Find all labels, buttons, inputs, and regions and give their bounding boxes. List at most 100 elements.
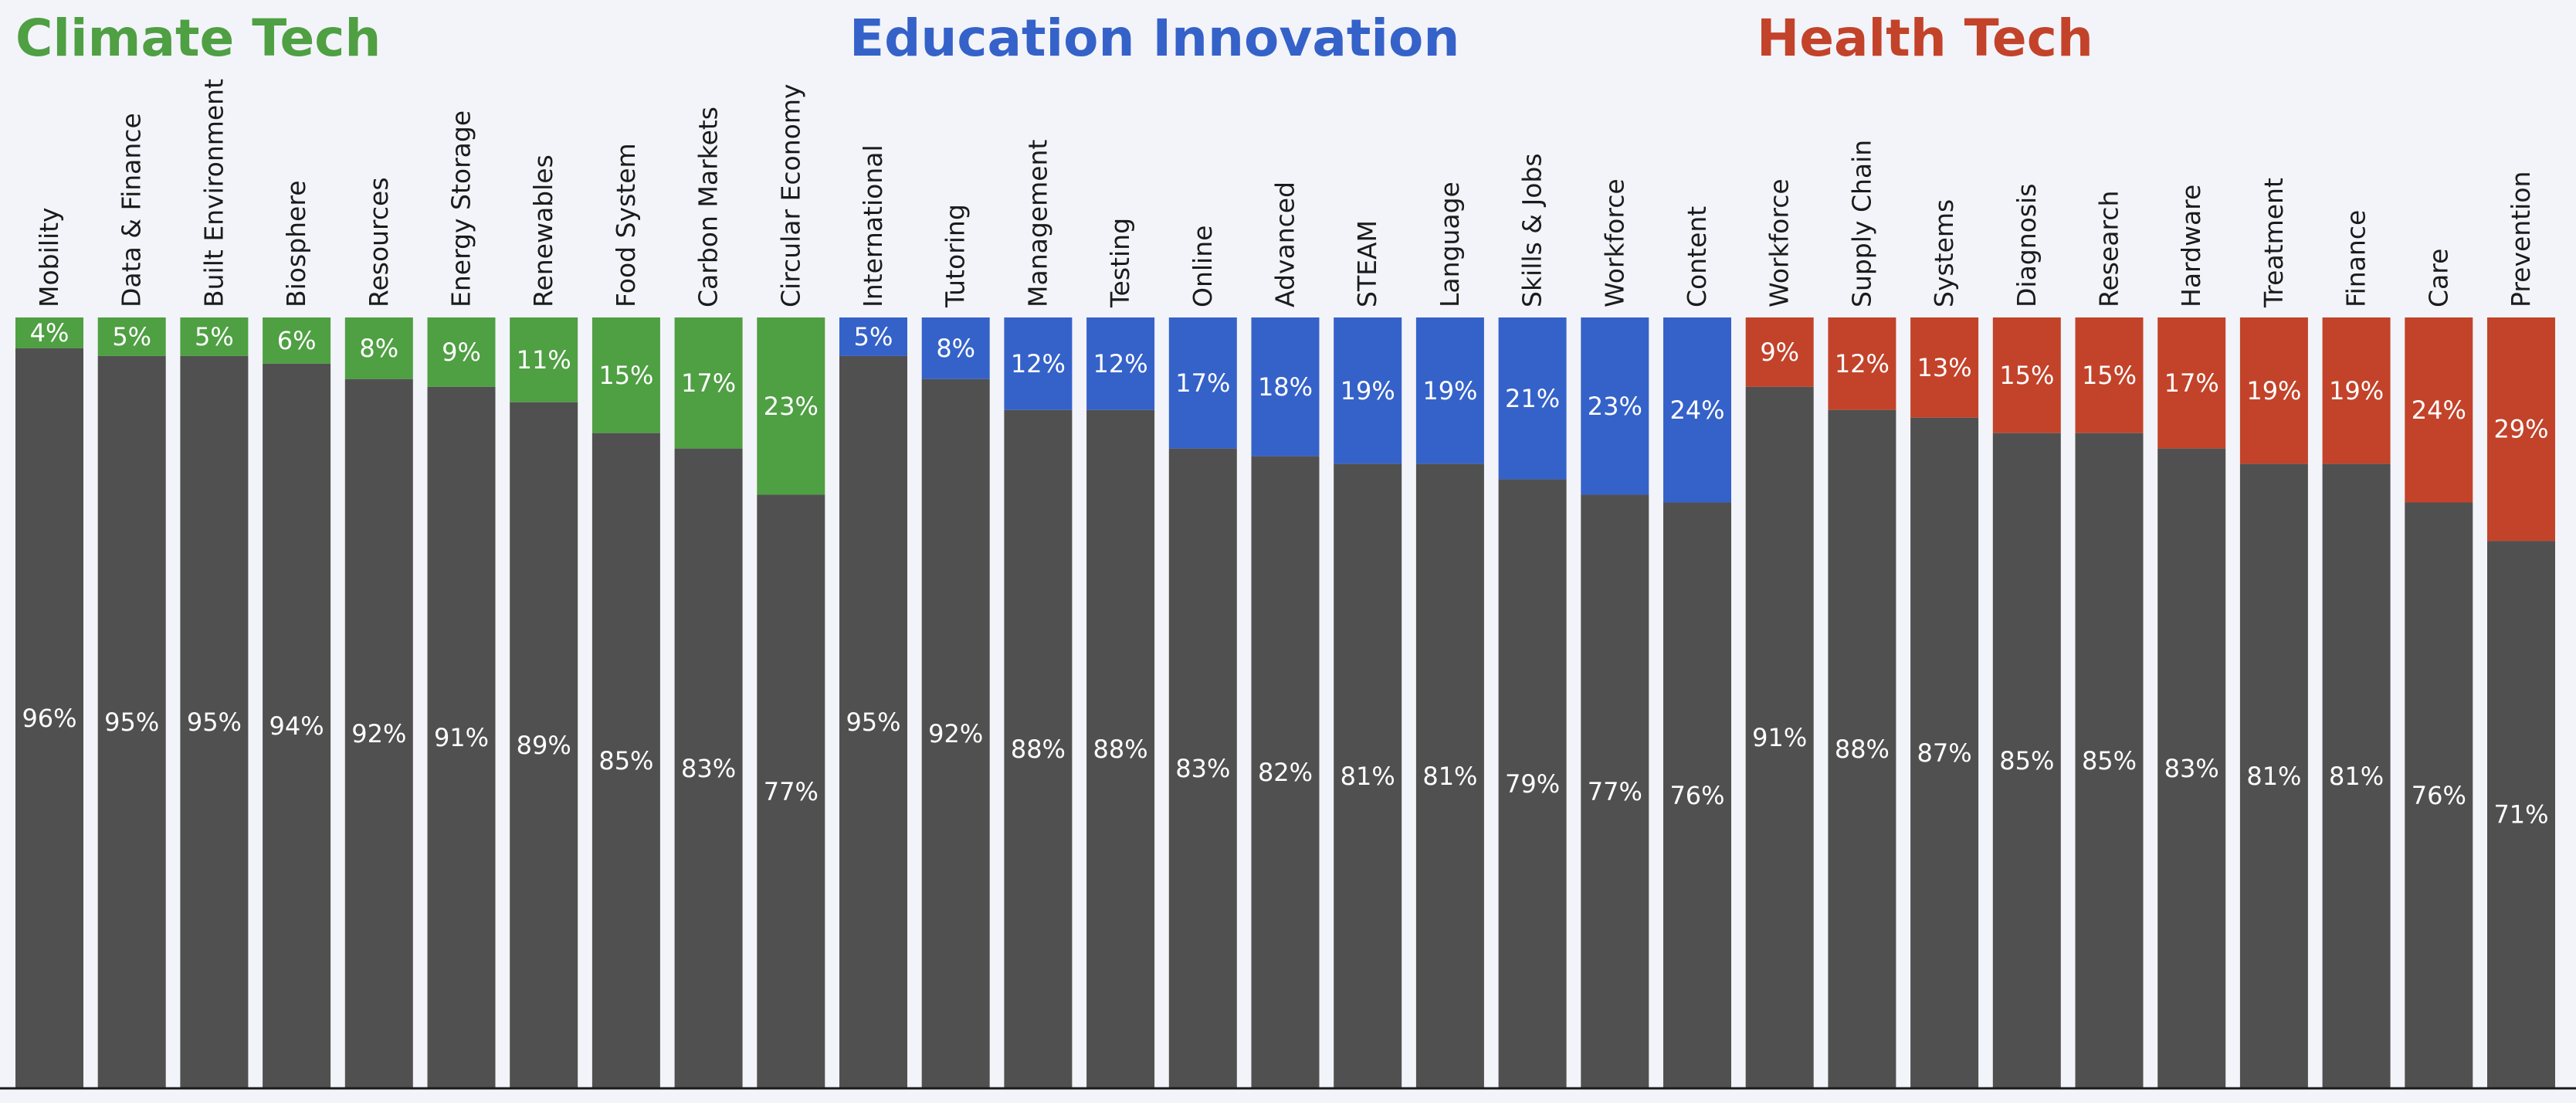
category-label: Carbon Markets: [693, 107, 724, 307]
bar-segment-top: [180, 317, 249, 356]
top-value-label: 12%: [1835, 349, 1890, 378]
top-value-label: 11%: [517, 345, 571, 375]
category-label: Advanced: [1270, 182, 1300, 307]
bottom-value-label: 87%: [1917, 738, 1972, 768]
bottom-value-label: 92%: [351, 719, 406, 748]
bar-segment-top: [1992, 317, 2061, 433]
bar-segment-top: [1828, 317, 1896, 410]
bottom-value-label: 76%: [2412, 781, 2466, 810]
top-value-label: 23%: [1588, 392, 1642, 421]
top-value-label: 24%: [2412, 395, 2466, 425]
bar-segment-top: [344, 317, 413, 379]
category-label: Resources: [364, 177, 394, 307]
bottom-value-label: 92%: [928, 719, 983, 748]
bar-segment-top: [1004, 317, 1073, 410]
bar-segment-bottom: [1415, 463, 1484, 1088]
bar-segment-top: [1663, 317, 1731, 503]
bar-segment-top: [2157, 317, 2226, 449]
bar-segment-top: [2487, 317, 2555, 541]
bar-segment-top: [1251, 317, 1320, 456]
bottom-value-label: 85%: [598, 746, 653, 775]
category-label: Treatment: [2259, 178, 2289, 308]
group-title: Health Tech: [1757, 8, 2093, 68]
top-value-label: 23%: [764, 392, 819, 421]
top-value-label: 15%: [2082, 361, 2137, 390]
bottom-value-label: 83%: [2164, 754, 2219, 783]
bar-segment-bottom: [1992, 433, 2061, 1088]
category-label: Food System: [611, 143, 641, 307]
top-value-label: 4%: [30, 318, 69, 348]
category-label: Content: [1682, 206, 1712, 307]
top-value-label: 6%: [277, 326, 317, 355]
bar-segment-bottom: [1828, 409, 1896, 1088]
category-label: Online: [1188, 226, 1218, 307]
category-label: International: [858, 144, 888, 307]
bar-segment-bottom: [591, 433, 660, 1088]
bottom-value-label: 85%: [1999, 746, 2054, 775]
top-value-label: 29%: [2493, 415, 2548, 444]
bar-segment-bottom: [2075, 433, 2144, 1088]
bar-segment-bottom: [1251, 456, 1320, 1088]
category-label: Workforce: [1599, 178, 1629, 307]
bottom-value-label: 94%: [269, 711, 324, 741]
group-title: Climate Tech: [15, 8, 381, 68]
bar-segment-bottom: [2487, 541, 2555, 1088]
bar-segment-bottom: [1334, 463, 1402, 1088]
bar-segment-top: [15, 317, 83, 348]
top-value-label: 9%: [442, 338, 481, 367]
bottom-value-label: 88%: [1011, 735, 1066, 764]
bar-segment-bottom: [839, 355, 907, 1088]
category-label: Tutoring: [941, 204, 971, 308]
bar-segment-bottom: [1498, 479, 1567, 1088]
bar-segment-bottom: [2405, 502, 2473, 1088]
category-label: Prevention: [2506, 171, 2536, 307]
bar-segment-top: [263, 317, 331, 364]
bar-segment-bottom: [2157, 448, 2226, 1088]
top-value-label: 19%: [1422, 376, 1477, 406]
bottom-value-label: 77%: [1588, 777, 1642, 806]
bar-segment-top: [1745, 317, 1814, 387]
top-value-label: 19%: [1341, 376, 1395, 406]
bar-segment-bottom: [263, 363, 331, 1088]
bar-segment-top: [1498, 317, 1567, 480]
top-value-label: 5%: [854, 322, 893, 351]
bar-segment-top: [427, 317, 496, 387]
top-value-label: 21%: [1505, 384, 1560, 413]
bar-segment-top: [2405, 317, 2473, 503]
bar-segment-bottom: [757, 494, 825, 1088]
bottom-value-label: 85%: [2082, 746, 2137, 775]
bottom-value-label: 91%: [1752, 723, 1807, 752]
top-value-label: 17%: [681, 368, 736, 398]
category-label: Management: [1022, 140, 1052, 307]
category-label: Care: [2423, 249, 2453, 307]
bar-segment-bottom: [921, 378, 990, 1089]
category-label: Research: [2094, 191, 2124, 307]
top-value-label: 5%: [195, 322, 234, 351]
bar-segment-bottom: [1168, 448, 1237, 1088]
bar-segment-top: [921, 317, 990, 379]
category-label: Renewables: [528, 154, 558, 307]
bottom-value-label: 91%: [434, 723, 489, 752]
top-value-label: 8%: [359, 334, 398, 363]
bar-segment-top: [674, 317, 743, 449]
category-label: Testing: [1105, 218, 1135, 308]
category-label: Language: [1435, 182, 1465, 307]
bottom-value-label: 88%: [1835, 735, 1890, 764]
category-label: Mobility: [34, 207, 64, 307]
top-value-label: 8%: [936, 334, 975, 363]
top-value-label: 19%: [2246, 376, 2301, 406]
bar-segment-bottom: [427, 386, 496, 1088]
bottom-value-label: 81%: [2246, 762, 2301, 791]
bottom-value-label: 89%: [517, 731, 571, 760]
bar-segment-top: [2239, 317, 2308, 464]
bottom-value-label: 83%: [1175, 754, 1230, 783]
bar-segment-top: [839, 317, 907, 356]
category-label: Energy Storage: [446, 110, 476, 307]
top-value-label: 9%: [1760, 338, 1799, 367]
bar-segment-top: [2075, 317, 2144, 433]
category-label: Data & Finance: [117, 113, 147, 307]
bar-segment-bottom: [674, 448, 743, 1088]
bottom-value-label: 88%: [1093, 735, 1148, 764]
bottom-value-label: 95%: [104, 708, 159, 737]
category-label: Skills & Jobs: [1517, 153, 1547, 307]
